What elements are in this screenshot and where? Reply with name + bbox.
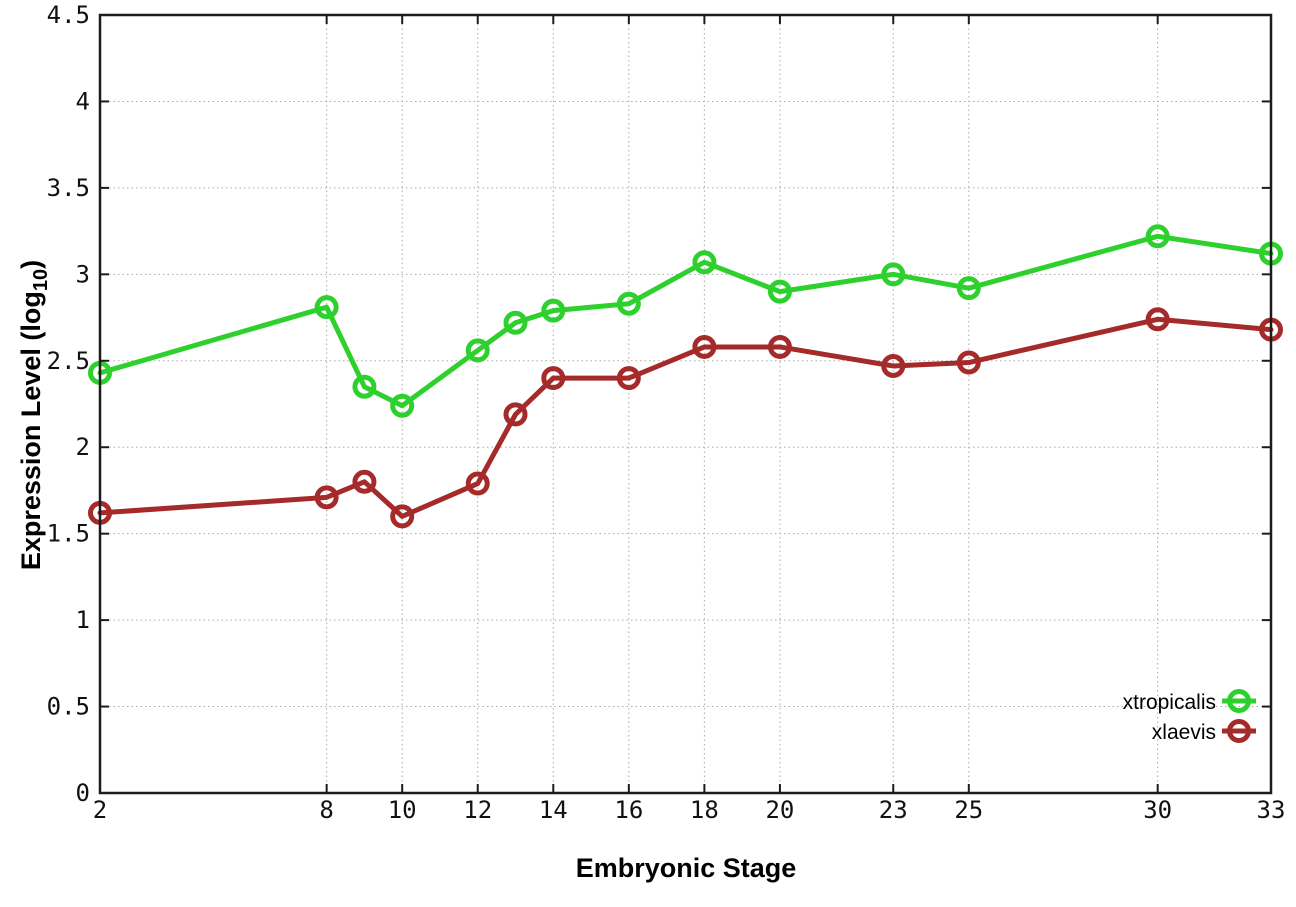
data-point-xtropicalis [616,291,641,316]
series-layer [88,224,1283,529]
data-point-xtropicalis [881,262,906,287]
y-tick-label: 1 [76,606,90,634]
x-tick-label: 30 [1143,796,1172,824]
legend-item-xlaevis: xlaevis [1152,719,1256,744]
data-point-xlaevis [767,334,792,359]
data-point-xlaevis [352,469,377,494]
y-tick-label: 4 [76,87,90,115]
x-tick-label: 33 [1257,796,1286,824]
y-tick-label: 2.5 [47,347,90,375]
data-point-xlaevis [1145,307,1170,332]
x-tick-label: 25 [954,796,983,824]
y-tick-label: 0.5 [47,693,90,721]
data-point-xlaevis [541,366,566,391]
y-tick-label: 4.5 [47,1,90,29]
data-point-xlaevis [881,353,906,378]
legend-item-xtropicalis: xtropicalis [1123,689,1256,714]
data-point-xtropicalis [767,279,792,304]
data-point-xlaevis [616,366,641,391]
data-point-xtropicalis [314,295,339,320]
y-tick-label: 0 [76,779,90,807]
data-point-xtropicalis [503,310,528,335]
data-point-xtropicalis [541,298,566,323]
y-tick-label: 3 [76,260,90,288]
x-tick-label: 8 [319,796,333,824]
x-axis-title: Embryonic Stage [576,853,797,883]
x-tick-label: 14 [539,796,568,824]
data-point-xlaevis [314,485,339,510]
data-point-xlaevis [390,504,415,529]
axis-ticks [99,14,1272,794]
data-point-xtropicalis [352,374,377,399]
data-point-xtropicalis [465,338,490,363]
legend-label-xlaevis: xlaevis [1152,721,1216,744]
tick-labels: 2 8 10 12 14 16 18 20 23 25 30 33 0 0.5 1 1.5 2 2.5 3 3.5 4 4… [47,1,1286,824]
plot-border [98,13,1273,795]
grid [99,14,1272,794]
x-tick-label: 10 [388,796,417,824]
data-point-xtropicalis [1145,224,1170,249]
x-tick-label: 12 [463,796,492,824]
y-tick-label: 1.5 [47,520,90,548]
x-tick-label: 23 [879,796,908,824]
legend-marker-icon [1227,719,1251,743]
legend-label-xtropicalis: xtropicalis [1123,691,1216,714]
data-point-xlaevis [956,350,981,375]
x-tick-label: 2 [93,796,107,824]
x-tick-label: 16 [614,796,643,824]
data-point-xlaevis [503,402,528,427]
series-line-xtropicalis [97,233,1274,409]
x-tick-label: 20 [765,796,794,824]
y-axis-title: Expression Level (log10) [16,260,52,570]
y-tick-label: 2 [76,433,90,461]
legend-marker-icon [1227,689,1251,713]
data-point-xlaevis [465,471,490,496]
data-point-xtropicalis [692,250,717,275]
series-line-xlaevis [97,316,1274,519]
data-point-xtropicalis [956,276,981,301]
x-tick-label: 18 [690,796,719,824]
data-point-xtropicalis [390,393,415,418]
legend: xtropicalis xlaevis [1123,689,1256,744]
y-tick-label: 3.5 [47,174,90,202]
data-point-xlaevis [692,334,717,359]
y-axis-title-text: Expression Level (log10) [16,260,52,570]
